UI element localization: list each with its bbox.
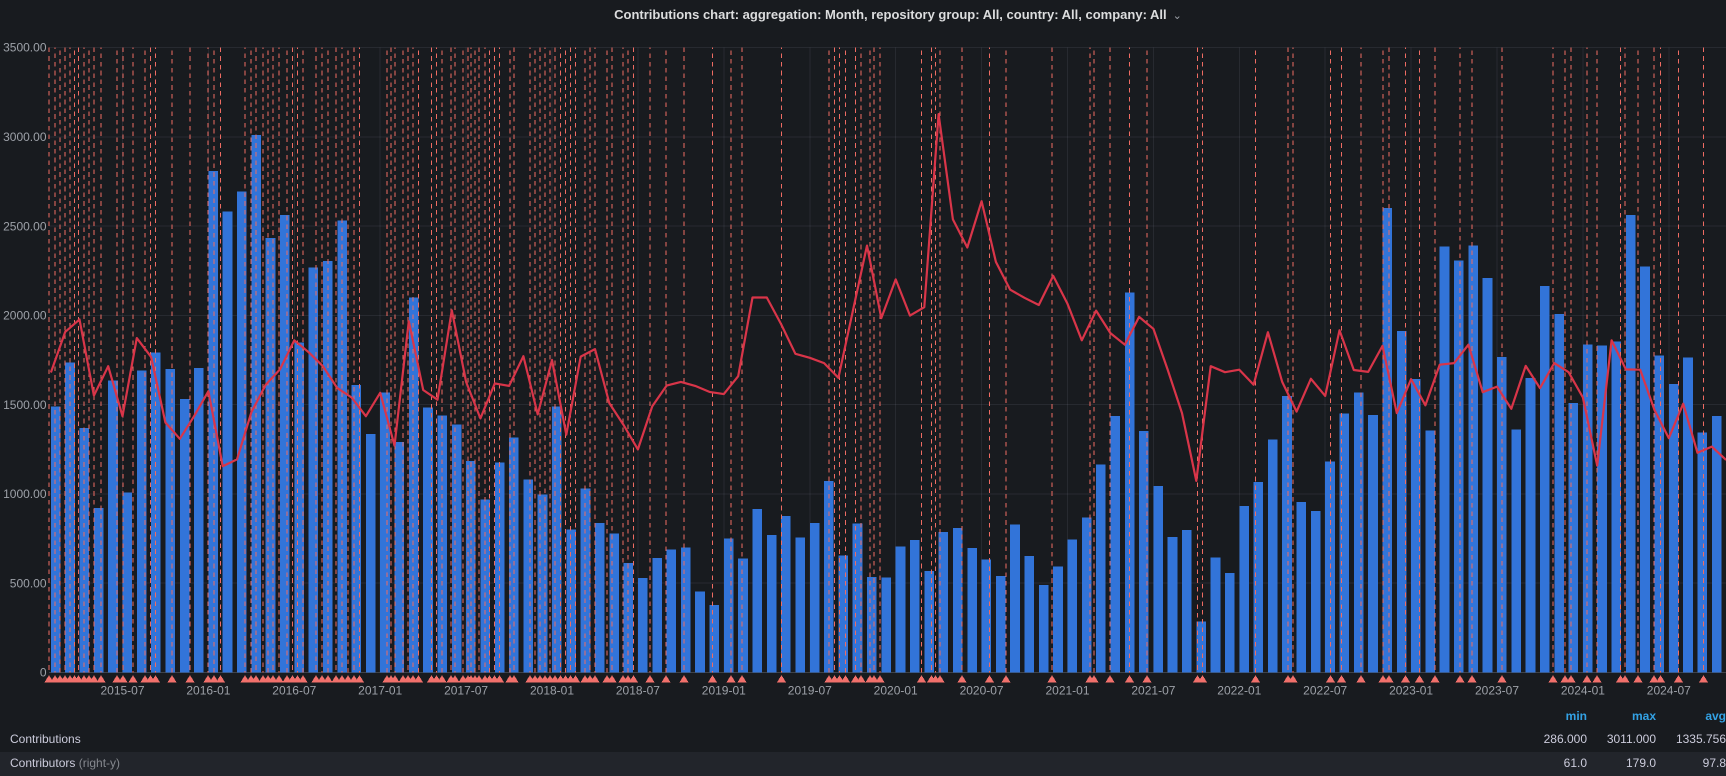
svg-text:1000.00: 1000.00 [3, 487, 47, 501]
svg-text:2023-07: 2023-07 [1475, 684, 1519, 698]
svg-text:1500.00: 1500.00 [3, 398, 47, 412]
svg-text:2019-01: 2019-01 [702, 684, 746, 698]
svg-text:2020-07: 2020-07 [960, 684, 1004, 698]
svg-text:2015-07: 2015-07 [100, 684, 144, 698]
svg-text:2500.00: 2500.00 [3, 219, 47, 233]
svg-text:2016-07: 2016-07 [272, 684, 316, 698]
svg-text:2000.00: 2000.00 [3, 309, 47, 323]
svg-text:2021-01: 2021-01 [1045, 684, 1089, 698]
svg-text:2018-01: 2018-01 [530, 684, 574, 698]
svg-text:2020-01: 2020-01 [874, 684, 918, 698]
svg-text:2019-07: 2019-07 [788, 684, 832, 698]
svg-text:2016-01: 2016-01 [186, 684, 230, 698]
svg-text:2022-01: 2022-01 [1217, 684, 1261, 698]
svg-text:3500.00: 3500.00 [3, 41, 47, 55]
svg-text:2017-07: 2017-07 [444, 684, 488, 698]
svg-text:2022-07: 2022-07 [1303, 684, 1347, 698]
svg-text:0: 0 [40, 666, 47, 680]
svg-text:2021-07: 2021-07 [1131, 684, 1175, 698]
svg-text:3000.00: 3000.00 [3, 130, 47, 144]
svg-text:2024-07: 2024-07 [1647, 684, 1691, 698]
svg-text:2018-07: 2018-07 [616, 684, 660, 698]
svg-text:2024-01: 2024-01 [1561, 684, 1605, 698]
svg-text:2017-01: 2017-01 [358, 684, 402, 698]
svg-text:500.00: 500.00 [10, 576, 47, 590]
svg-text:2023-01: 2023-01 [1389, 684, 1433, 698]
